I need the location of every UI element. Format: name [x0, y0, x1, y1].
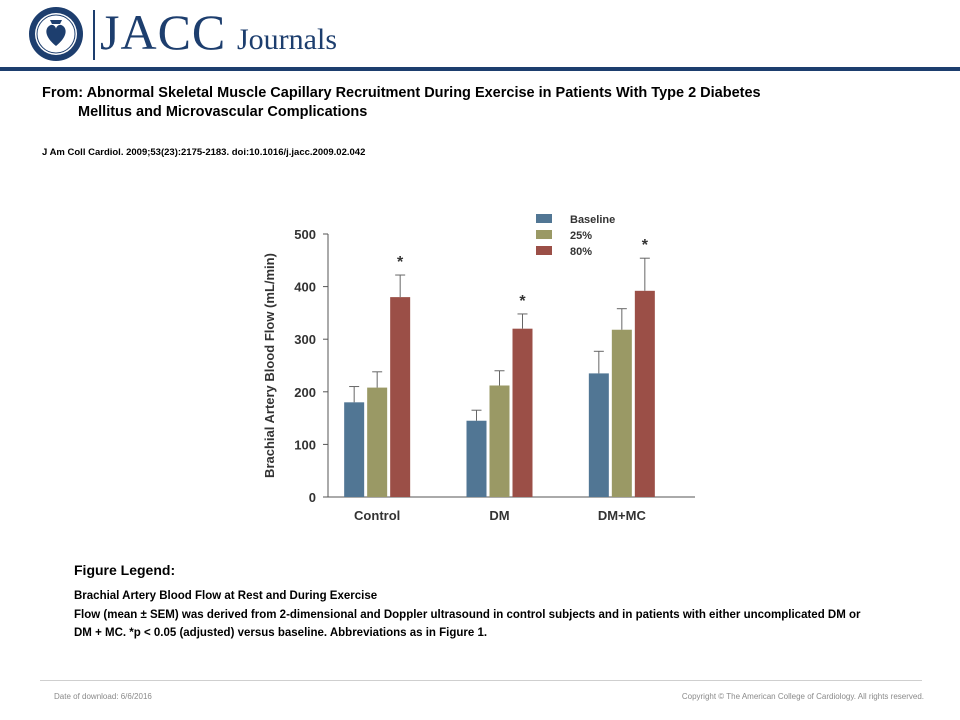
significance-marker: * — [519, 293, 526, 310]
bar-chart: 0 100 200 300 400 500 Brachial Artery Blood Fl… — [262, 214, 695, 523]
figure-title-line1: From: Abnormal Skeletal Muscle Capillary… — [42, 85, 761, 101]
y-tick-label: 0 — [309, 490, 316, 505]
legend-label: 80% — [570, 246, 592, 258]
y-tick-label: 100 — [294, 437, 316, 452]
bar-25pct-dm-mc — [611, 329, 632, 497]
y-axis-label: Brachial Artery Blood Flow (mL/min) — [262, 253, 277, 478]
figure-title-line2: Mellitus and Microvascular Complications — [78, 104, 368, 120]
figure-legend-text: Flow (mean ± SEM) was derived from 2-dim… — [74, 609, 861, 639]
bar-baseline-dm-mc — [588, 373, 609, 497]
bar-25pct-control — [367, 387, 388, 497]
header: JACC Journals — [0, 0, 960, 71]
figure-legend-heading: Figure Legend: — [74, 562, 176, 578]
logo-jacc: JACC — [100, 4, 227, 60]
legend-label: Baseline — [570, 214, 615, 226]
legend-label: 25% — [570, 230, 592, 242]
bar-25pct-dm — [489, 385, 510, 497]
logo-journals: Journals — [237, 23, 337, 56]
legend-swatch — [536, 214, 552, 223]
legend-swatch — [536, 230, 552, 239]
bar-baseline-control — [344, 402, 365, 497]
bar-80pct-dm — [512, 328, 533, 497]
significance-marker: * — [642, 237, 649, 254]
x-tick-label: Control — [354, 508, 400, 523]
legend-swatch — [536, 246, 552, 255]
download-date: Date of download: 6/6/2016 — [54, 692, 152, 701]
bar-baseline-dm — [466, 420, 487, 497]
y-tick-label: 300 — [294, 332, 316, 347]
acc-seal-logo — [29, 7, 83, 61]
y-tick-label: 200 — [294, 385, 316, 400]
header-rule — [0, 67, 960, 71]
bar-80pct-control — [390, 297, 411, 497]
bar-80pct-dm-mc — [634, 290, 655, 497]
x-tick-label: DM — [489, 508, 509, 523]
y-tick-label: 400 — [294, 280, 316, 295]
figure-title: From: Abnormal Skeletal Muscle Capillary… — [42, 84, 922, 122]
logo-divider — [93, 10, 95, 60]
copyright-notice: Copyright © The American College of Card… — [681, 692, 924, 701]
significance-marker: * — [397, 254, 404, 271]
figure-legend-subtitle: Brachial Artery Blood Flow at Rest and D… — [74, 590, 378, 602]
citation: J Am Coll Cardiol. 2009;53(23):2175-2183… — [42, 147, 366, 158]
x-tick-label: DM+MC — [598, 508, 647, 523]
footer-rule — [40, 680, 922, 681]
y-tick-label: 500 — [294, 227, 316, 242]
